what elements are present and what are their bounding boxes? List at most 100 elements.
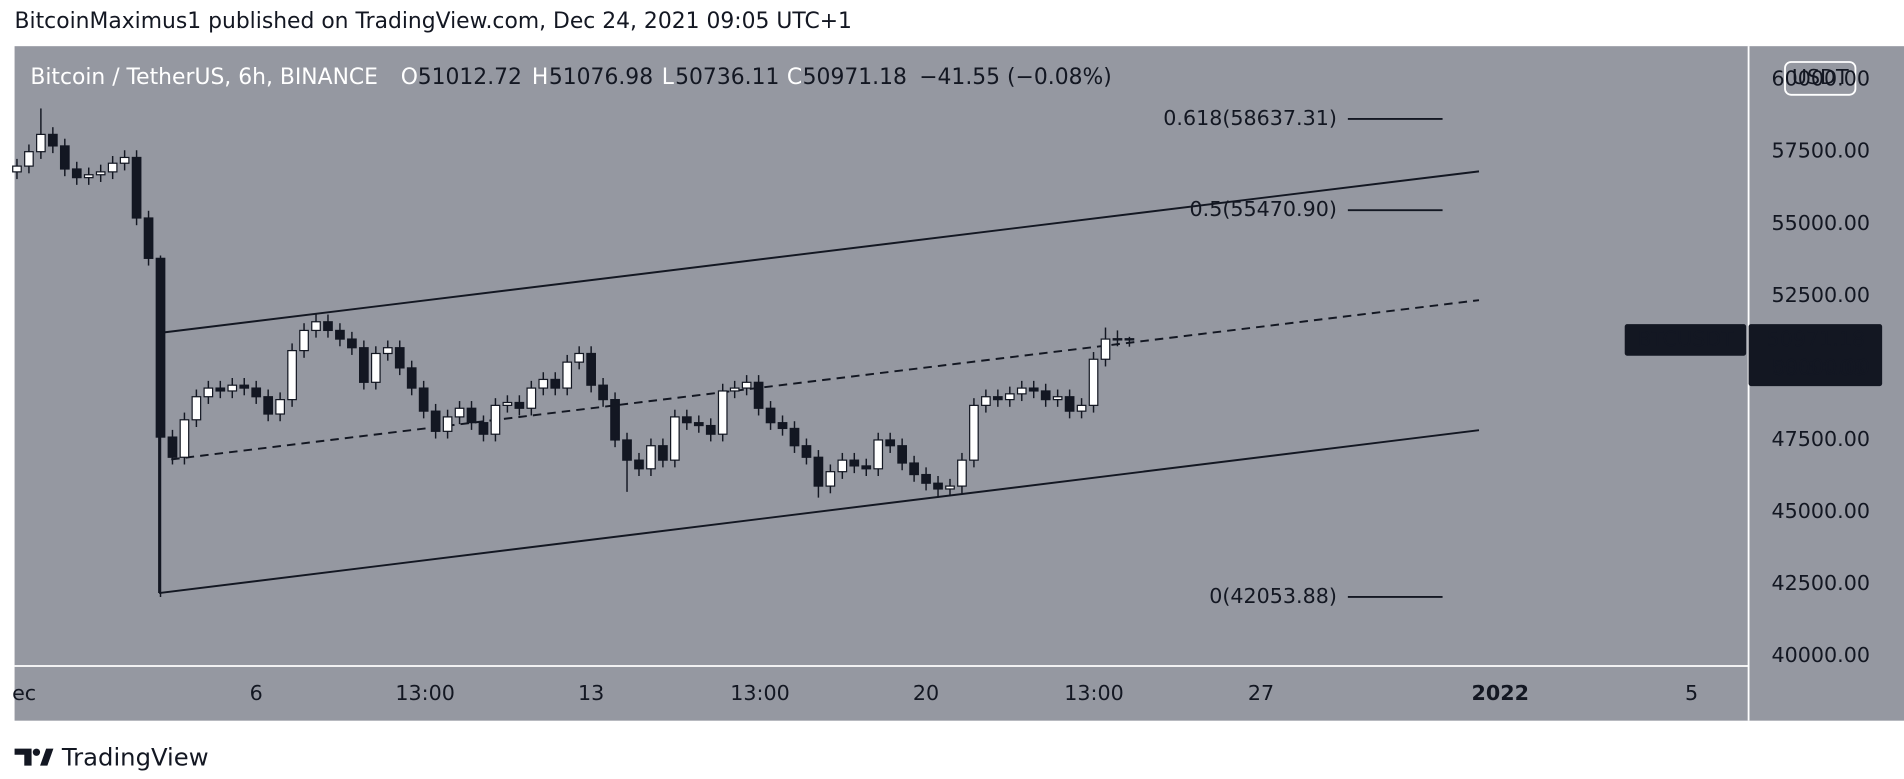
y-tick-label: 47500.00: [1772, 427, 1870, 451]
candle-body: [538, 378, 549, 389]
candle-body: [36, 133, 46, 153]
candle-body: [861, 465, 872, 470]
candle-body: [526, 387, 537, 409]
candle-body: [59, 145, 70, 170]
candle-body: [1028, 387, 1039, 392]
candle-body: [47, 133, 58, 147]
x-tick-label: ec: [12, 681, 36, 705]
logo-mark: [14, 748, 32, 766]
y-tick-label: 55000.00: [1772, 211, 1870, 235]
candle-body: [705, 424, 716, 435]
candle-body: [1088, 358, 1099, 406]
candle-body: [801, 445, 812, 458]
candle-body: [514, 401, 525, 409]
candle-body: [945, 485, 955, 490]
legend: Bitcoin / TetherUS, 6h, BINANCE O 51012.…: [30, 65, 1111, 90]
x-tick-label: 5: [1685, 681, 1698, 705]
overlay: 0.618(58637.31) 0.5(55470.90) 0(42053.88) B…: [1163, 61, 1883, 608]
candle-body: [550, 378, 561, 389]
fib-level-label: 0(42053.88): [1209, 584, 1337, 608]
candles: [12, 108, 1135, 597]
candle-body: [335, 329, 345, 340]
channel-lower: [158, 429, 1480, 595]
x-tick-label: 13:00: [395, 681, 454, 705]
x-tick-label: 2022: [1472, 681, 1529, 705]
candle-body: [681, 416, 692, 424]
candle-body: [634, 459, 644, 470]
channel-upper: [158, 170, 1480, 334]
logo-text: TradingView: [61, 742, 209, 771]
candle-body: [430, 410, 441, 432]
candle-body: [813, 456, 824, 487]
candle-body: [741, 381, 752, 389]
candle-body: [155, 257, 166, 438]
ohlc-letter: C: [787, 65, 802, 90]
price-tag-value: 50971.18: [1767, 327, 1865, 351]
candle-body: [670, 416, 680, 461]
candle-body: [502, 401, 513, 406]
candle-body: [239, 384, 250, 389]
candle-body: [1124, 338, 1135, 341]
candle-body: [646, 445, 656, 470]
candle-body: [490, 404, 501, 435]
y-tick-label: 42500.00: [1772, 571, 1870, 595]
candle-body: [418, 387, 429, 412]
y-tick-label: 57500.00: [1772, 139, 1870, 163]
candle-body: [586, 352, 596, 386]
candle-body: [1052, 396, 1063, 401]
candle-body: [143, 217, 154, 259]
y-tick-label: 40000.00: [1772, 643, 1870, 667]
candle-body: [1112, 338, 1123, 341]
candle-body: [729, 387, 740, 392]
logo: TradingView: [14, 742, 209, 771]
candle-body: [323, 321, 333, 332]
candle-body: [921, 473, 931, 484]
x-tick-label: 27: [1248, 681, 1274, 705]
candle-body: [753, 381, 764, 409]
candle-body: [969, 404, 979, 461]
candle-body: [454, 407, 465, 418]
ohlc-value: 50971.18: [803, 65, 907, 90]
fib-level-label: 0.618(58637.31): [1163, 106, 1337, 130]
candle-body: [622, 439, 632, 461]
candle-body: [442, 416, 453, 432]
candle-body: [406, 367, 417, 389]
ohlc-value: 51076.98: [549, 65, 653, 90]
fib-level-label: 0.5(55470.90): [1190, 197, 1337, 221]
x-tick-label: 13:00: [730, 681, 789, 705]
byline: BitcoinMaximus1 published on TradingView…: [15, 9, 852, 34]
x-tick-label: 13: [578, 681, 604, 705]
candle-body: [466, 407, 477, 424]
price-tag-countdown: 03:54:08: [1772, 356, 1865, 380]
chart-background: [14, 46, 1904, 721]
y-tick-label: 50000.00: [1772, 355, 1870, 379]
candle-body: [394, 347, 405, 369]
candle-body: [574, 352, 585, 363]
candle-body: [478, 422, 489, 435]
candle-body: [873, 439, 884, 470]
candle-body: [658, 445, 668, 461]
candle-body: [95, 171, 106, 176]
y-tick-label: 52500.00: [1772, 283, 1870, 307]
candle-body: [370, 352, 381, 383]
ohlc-letter: H: [532, 65, 548, 90]
y-tick-label: 45000.00: [1772, 499, 1870, 523]
candle-body: [1016, 387, 1027, 395]
candle-body: [287, 349, 297, 401]
candle-body: [203, 387, 214, 398]
candle-body: [849, 459, 860, 467]
candle-body: [957, 459, 967, 487]
candle-body: [179, 419, 190, 458]
ohlc-letter: O: [401, 65, 418, 90]
x-tick-label: 20: [913, 681, 939, 705]
candle-body: [311, 321, 321, 332]
candle-body: [1040, 390, 1051, 401]
candle-body: [359, 347, 369, 383]
ohlc-value: 51012.72: [418, 65, 522, 90]
x-tick-label: 6: [250, 681, 263, 705]
candle-body: [789, 427, 800, 447]
logo-mark: [40, 748, 54, 766]
candle-body: [382, 347, 393, 355]
